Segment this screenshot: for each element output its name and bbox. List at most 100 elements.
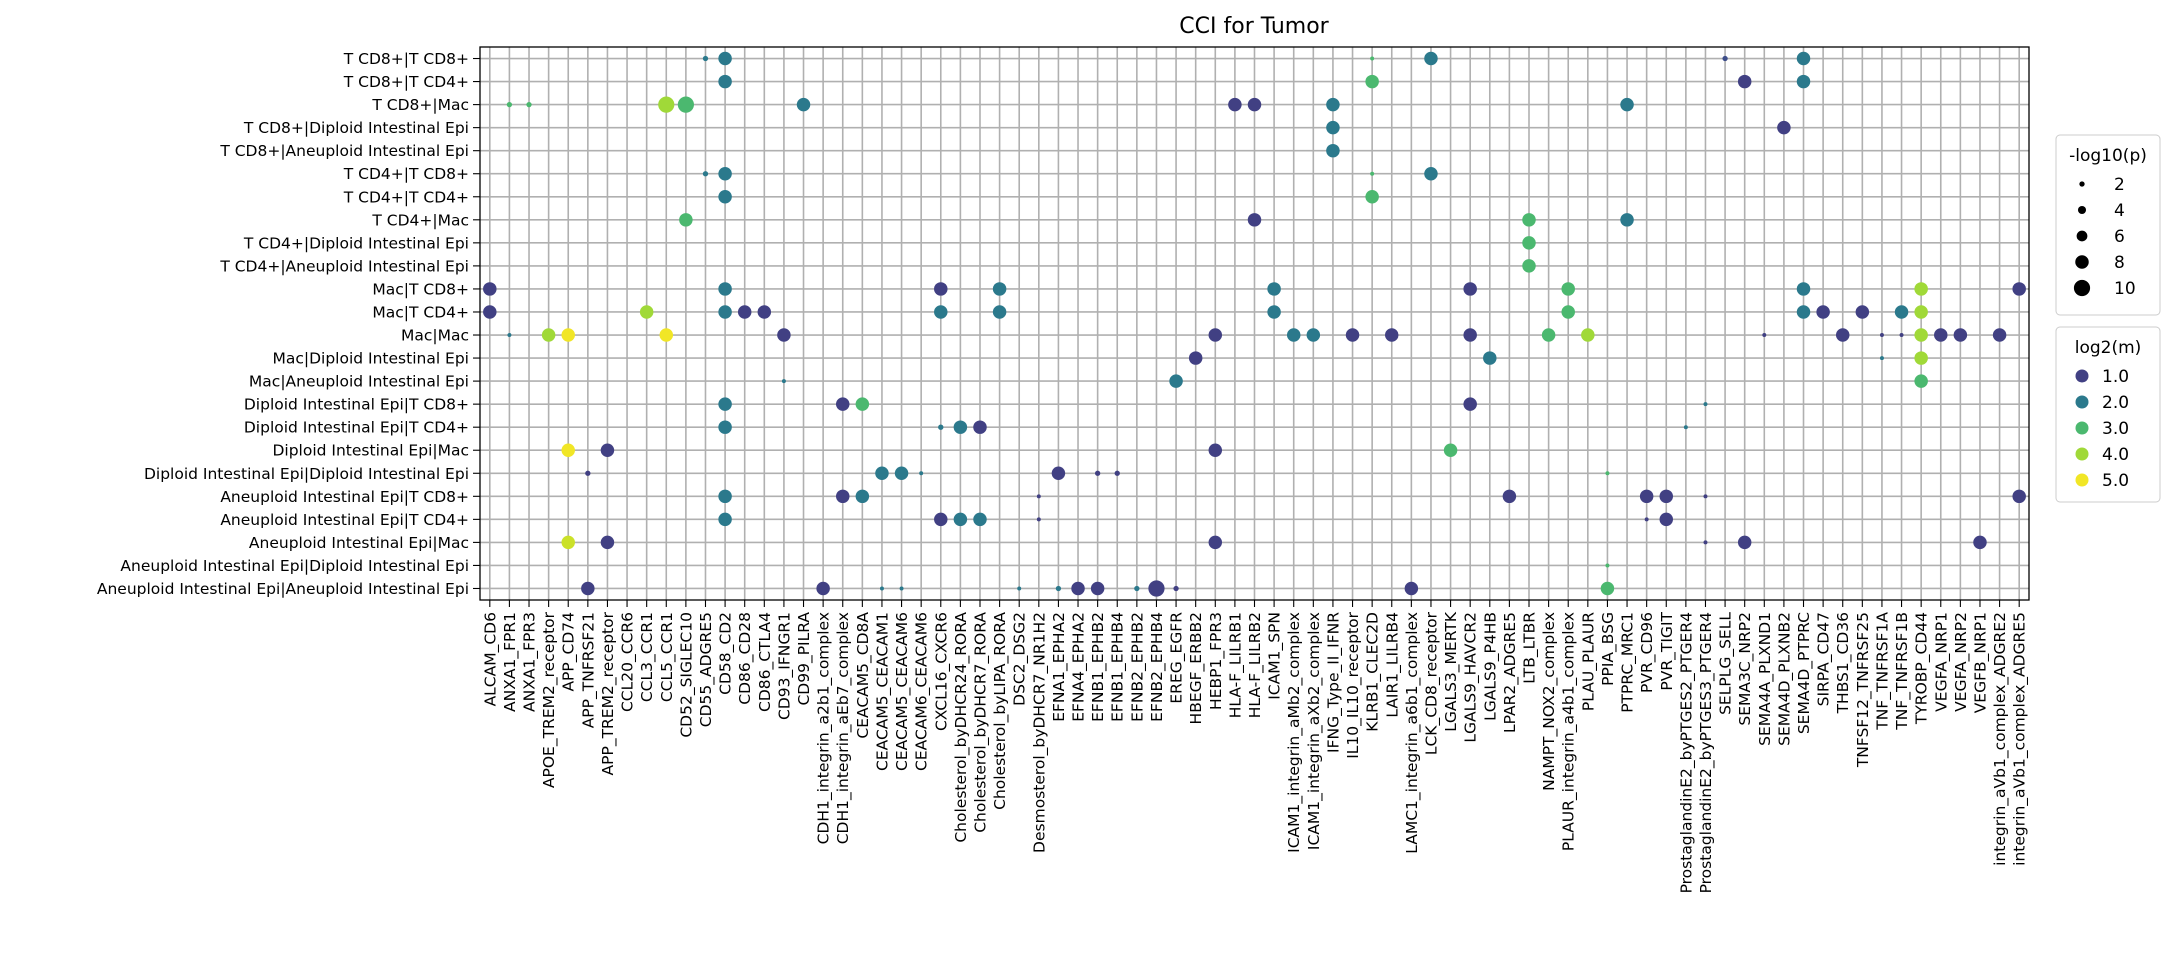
y-tick-label: T CD8+|T CD8+ — [343, 50, 469, 68]
data-point — [581, 581, 595, 596]
data-point — [1247, 97, 1262, 112]
x-tick-label: APOE_TREM2_receptor — [540, 611, 559, 788]
plot-frame — [479, 46, 2030, 601]
data-point — [1581, 328, 1595, 342]
data-point — [1306, 328, 1321, 342]
data-point — [1114, 470, 1120, 476]
y-tick-label: Aneuploid Intestinal Epi|Mac — [249, 534, 469, 552]
x-tick-label: CDH1_integrin_aEb7_complex — [834, 612, 853, 844]
data-point — [1835, 328, 1850, 342]
x-tick-label: CXCL16_CXCR6 — [932, 612, 951, 731]
data-point — [677, 96, 694, 113]
size-legend-label: 10 — [2114, 279, 2136, 299]
x-tick-label: CD93_IFNGR1 — [775, 612, 794, 720]
data-point — [659, 328, 674, 342]
data-point — [1404, 581, 1419, 596]
x-tick-label: Cholesterol_byDHCR7_RORA — [971, 612, 990, 833]
data-point — [1644, 517, 1649, 522]
data-point — [796, 97, 811, 112]
x-tick-label: EREG_EGFR — [1168, 612, 1187, 704]
x-tick-label: LAIR1_LILRB4 — [1383, 612, 1402, 718]
data-point — [875, 466, 889, 481]
size-legend-marker — [2073, 279, 2091, 297]
x-tick-label: DSC2_DSG2 — [1011, 612, 1030, 706]
data-point — [1914, 328, 1928, 342]
data-point — [1036, 494, 1041, 499]
data-point — [541, 328, 556, 342]
x-tick-label: integrin_aVb1_complex_ADGRE2 — [1991, 612, 2010, 866]
data-point — [879, 586, 884, 591]
data-point — [702, 171, 709, 177]
data-point — [1208, 443, 1223, 457]
y-tick-label: Diploid Intestinal Epi|T CD8+ — [244, 396, 469, 414]
data-point — [1659, 489, 1673, 504]
data-point — [1247, 213, 1262, 227]
x-tick-label: APP_TNFRSF21 — [579, 612, 598, 728]
size-legend-label: 6 — [2114, 227, 2125, 247]
data-point — [899, 586, 904, 591]
data-point — [506, 101, 513, 108]
size-legend-label: 8 — [2114, 253, 2125, 273]
data-point — [585, 470, 591, 476]
x-tick-label: LGALS3_MERTK — [1442, 611, 1461, 732]
data-point — [1267, 282, 1281, 296]
x-tick-label: VEGFA_NRP2 — [1952, 612, 1971, 712]
x-tick-label: CEACAM5_CEACAM1 — [873, 612, 892, 771]
x-tick-label: KLRB1_CLEC2D — [1364, 612, 1383, 732]
data-point — [1777, 120, 1791, 135]
data-point — [953, 420, 968, 434]
data-point — [1208, 535, 1223, 550]
data-point — [600, 443, 615, 457]
x-tick-label: ALCAM_CD6 — [481, 612, 500, 706]
data-point — [1424, 51, 1438, 66]
data-point — [1385, 328, 1399, 342]
y-tick-label: T CD8+|T CD4+ — [343, 73, 469, 91]
y-tick-label: Diploid Intestinal Epi|T CD4+ — [244, 419, 469, 437]
y-tick-labels: T CD8+|T CD8+ T CD8+|T CD4+ T CD8+|Mac T CD… — [97, 50, 469, 598]
data-point — [718, 282, 732, 296]
data-point — [934, 282, 948, 296]
data-point — [1188, 351, 1203, 365]
data-point — [526, 101, 532, 108]
data-point — [1051, 466, 1066, 481]
y-tick-label: T CD4+|T CD4+ — [343, 188, 469, 206]
x-tick-label: PPIA_BSG — [1599, 612, 1618, 686]
x-tick-label: CD86_CTLA4 — [756, 612, 775, 712]
data-point — [953, 512, 968, 527]
x-tick-label: PLAU_PLAUR — [1579, 612, 1598, 711]
data-point — [1703, 494, 1708, 499]
x-tick-label: TNFSF12_TNFRSF25 — [1854, 612, 1873, 768]
data-point — [816, 581, 830, 596]
y-tick-label: T CD4+|Aneuploid Intestinal Epi — [219, 257, 469, 275]
color-legend-title: log2(m) — [2075, 338, 2142, 358]
y-tick-label: Mac|Mac — [401, 327, 469, 345]
data-point — [1370, 56, 1375, 61]
x-tick-label: ICAM1_integrin_aMb2_complex — [1285, 612, 1304, 853]
y-tick-label: T CD8+|Mac — [371, 96, 469, 114]
data-point — [1683, 425, 1688, 430]
x-tick-label: IFNG_Type_II_IFNR — [1324, 612, 1343, 753]
y-tick-label: T CD4+|T CD8+ — [343, 165, 469, 183]
data-point — [718, 397, 732, 411]
size-legend-marker — [2075, 255, 2089, 269]
x-tick-label: CD52_SIGLEC10 — [677, 612, 696, 738]
x-tick-label: SEMA3C_NRP2 — [1736, 612, 1755, 726]
y-tick-label: Aneuploid Intestinal Epi|Diploid Intesti… — [120, 557, 469, 575]
data-point — [561, 443, 575, 457]
x-tick-label: VEGFB_NRP1 — [1971, 612, 1990, 713]
x-tick-labels: ALCAM_CD6 ANXA1_FPR1 ANXA1_FPR3 APOE_TREM2_… — [481, 611, 2029, 893]
data-point — [1703, 402, 1708, 407]
x-tick-label: Desmosterol_byDHCR7_NR1H2 — [1030, 612, 1049, 853]
data-point — [1326, 97, 1340, 112]
data-point — [483, 305, 497, 319]
data-point — [781, 379, 786, 384]
data-point — [1561, 305, 1575, 319]
x-tick-label: CD86_CD28 — [736, 612, 755, 705]
x-tick-label: LTB_LTBR — [1521, 612, 1540, 684]
x-tick-label: LAMC1_integrin_a6b1_complex — [1403, 612, 1422, 854]
data-point — [1620, 213, 1634, 227]
data-point — [1169, 374, 1183, 388]
color-legend-label: 5.0 — [2102, 471, 2129, 491]
color-legend: log2(m) 1.0 2.0 3.0 4.0 5.0 — [2055, 326, 2161, 503]
data-point — [1463, 397, 1477, 411]
